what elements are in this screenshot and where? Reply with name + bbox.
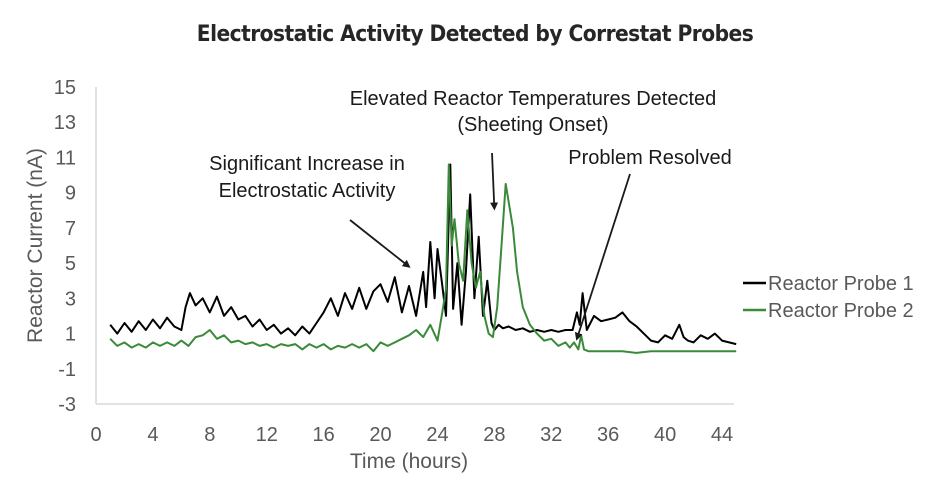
- annotation-text: Significant Increase in: [209, 153, 405, 175]
- annotation-text: (Sheeting Onset): [457, 114, 608, 136]
- x-tick-label: 8: [204, 424, 215, 446]
- x-tick-label: 20: [369, 424, 391, 446]
- series-line-1: [109, 163, 737, 346]
- legend-label: Reactor Probe 2: [768, 300, 914, 322]
- y-tick-label: 15: [54, 77, 76, 99]
- x-tick-label: 24: [426, 424, 448, 446]
- legend-item-2: Reactor Probe 2: [743, 300, 914, 322]
- y-tick-label: 11: [55, 147, 76, 169]
- y-tick-label: -1: [58, 359, 76, 381]
- x-tick-label: 16: [313, 424, 335, 446]
- legend-label: Reactor Probe 1: [768, 273, 914, 295]
- annotation-text: Problem Resolved: [568, 147, 731, 169]
- series-lines: [109, 163, 737, 354]
- y-tick-label: 5: [65, 253, 76, 275]
- annotation-text: Electrostatic Activity: [219, 180, 396, 202]
- annotation-3: Problem Resolved: [568, 147, 732, 341]
- annotation-arrow: [349, 219, 411, 268]
- x-tick-labels: 0 4 8 12 16 20 24 28 32 36 40 44: [90, 424, 733, 446]
- y-tick-label: 13: [54, 112, 76, 134]
- y-tick-label: 3: [65, 288, 76, 310]
- x-tick-label: 4: [147, 424, 158, 446]
- x-tick-label: 44: [711, 424, 733, 446]
- x-tick-label: 28: [483, 424, 505, 446]
- annotation-1: Elevated Reactor Temperatures Detected (S…: [350, 88, 717, 211]
- y-tick-label: 7: [65, 218, 76, 240]
- x-tick-label: 40: [654, 424, 676, 446]
- x-tick-label: 0: [90, 424, 101, 446]
- x-tick-label: 12: [256, 424, 278, 446]
- legend-item-1: Reactor Probe 1: [743, 273, 914, 295]
- x-tick-label: 36: [597, 424, 619, 446]
- x-axis-label: Time (hours): [350, 450, 468, 473]
- series-line-2: [109, 163, 737, 354]
- x-tick-label: 32: [540, 424, 562, 446]
- y-tick-label: -3: [58, 394, 76, 416]
- annotation-arrow: [574, 173, 631, 341]
- y-tick-labels: 15 13 11 9 7 5 3 1 -1 -3: [54, 77, 76, 416]
- axes: [95, 87, 734, 405]
- y-tick-label: 1: [65, 324, 76, 346]
- chart-title: Electrostatic Activity Detected by Corre…: [196, 22, 754, 47]
- legend: Reactor Probe 1 Reactor Probe 2: [743, 273, 914, 322]
- y-axis-label: Reactor Current (nA): [24, 148, 47, 343]
- annotation-text: Elevated Reactor Temperatures Detected: [350, 88, 717, 110]
- annotations: Elevated Reactor Temperatures Detected (S…: [209, 88, 732, 341]
- y-tick-label: 9: [65, 183, 76, 205]
- annotation-arrow: [490, 152, 499, 211]
- annotation-2: Significant Increase in Electrostatic Act…: [209, 153, 411, 268]
